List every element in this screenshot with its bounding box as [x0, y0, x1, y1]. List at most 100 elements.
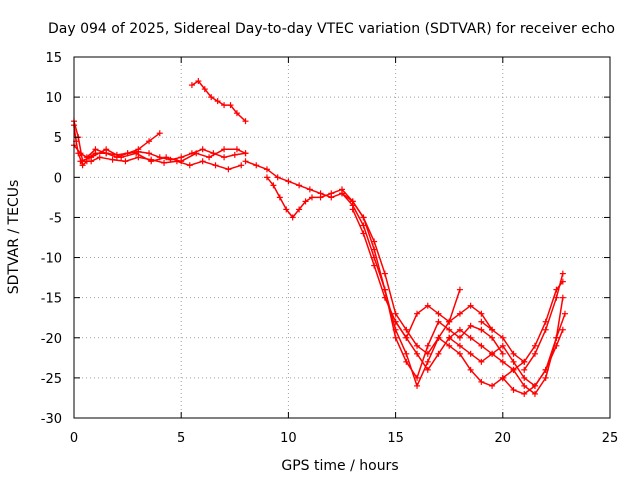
data-point: [489, 326, 496, 333]
data-point: [392, 334, 399, 341]
x-tick-label: 5: [177, 431, 185, 446]
y-axis-title: SDTVAR / TECUs: [6, 180, 22, 295]
data-point: [263, 166, 270, 173]
grid-lines: [74, 57, 610, 418]
data-point: [467, 322, 474, 329]
data-point: [221, 146, 228, 153]
data-point: [456, 286, 463, 293]
data-point: [456, 334, 463, 341]
data-point: [467, 350, 474, 357]
data-point: [510, 350, 517, 357]
data-point: [199, 158, 206, 165]
data-point: [263, 174, 270, 181]
y-tick-label: -5: [49, 211, 62, 226]
data-point: [360, 222, 367, 229]
data-point: [446, 334, 453, 341]
data-point: [360, 230, 367, 237]
data-point: [212, 162, 219, 169]
data-point: [238, 162, 245, 169]
data-point: [456, 342, 463, 349]
data-point: [208, 94, 215, 101]
data-point: [478, 318, 485, 325]
series-line-trace-6: [244, 160, 461, 355]
data-point: [446, 326, 453, 333]
series-line-trace-12: [480, 280, 564, 363]
data-point: [446, 318, 453, 325]
chart-title: Day 094 of 2025, Sidereal Day-to-day VTE…: [48, 21, 615, 37]
y-tick-label: -30: [41, 412, 62, 427]
data-point: [403, 326, 410, 333]
data-point: [75, 150, 82, 157]
data-point: [424, 302, 431, 309]
data-point: [328, 190, 335, 197]
data-point: [542, 374, 549, 381]
series-line-trace-7: [266, 176, 504, 379]
data-point: [276, 194, 283, 201]
data-point: [456, 310, 463, 317]
data-point: [478, 342, 485, 349]
data-point: [296, 182, 303, 189]
data-point: [489, 382, 496, 389]
data-point: [201, 86, 208, 93]
data-point: [289, 214, 296, 221]
data-point: [499, 358, 506, 365]
data-point: [221, 154, 228, 161]
y-tick-label: -20: [41, 332, 62, 347]
tick-labels: 0 5 10 15 20 25 -30 -25 -20 -15 -10 -5 0 5 10 15: [41, 51, 619, 446]
data-point: [253, 162, 260, 169]
data-point: [392, 318, 399, 325]
y-tick-label: 0: [54, 171, 62, 186]
data-point: [77, 158, 84, 165]
data-point: [531, 342, 538, 349]
data-point: [561, 310, 568, 317]
x-tick-label: 25: [602, 431, 619, 446]
data-point: [186, 162, 193, 169]
x-tick-label: 10: [280, 431, 297, 446]
data-point: [489, 334, 496, 341]
data-point: [302, 198, 309, 205]
data-point: [360, 214, 367, 221]
data-point: [424, 342, 431, 349]
data-point: [553, 294, 560, 301]
data-point: [285, 178, 292, 185]
data-point: [103, 146, 110, 153]
data-point: [559, 270, 566, 277]
data-point: [403, 334, 410, 341]
data-point: [274, 174, 281, 181]
data-point: [478, 378, 485, 385]
data-point: [478, 310, 485, 317]
data-point: [531, 350, 538, 357]
data-point: [456, 350, 463, 357]
data-point: [414, 382, 421, 389]
data-point: [499, 334, 506, 341]
data-point: [478, 358, 485, 365]
data-point: [214, 98, 221, 105]
data-point: [456, 326, 463, 333]
data-point: [88, 154, 95, 161]
data-point: [221, 102, 228, 109]
data-point: [308, 194, 315, 201]
data-point: [403, 350, 410, 357]
plot-frame: [73, 56, 611, 419]
data-point: [435, 310, 442, 317]
data-point: [414, 310, 421, 317]
data-point: [188, 82, 195, 89]
data-point: [79, 162, 86, 169]
data-point: [148, 158, 155, 165]
y-tick-label: -15: [41, 292, 62, 307]
data-point: [510, 358, 517, 365]
data-point: [521, 374, 528, 381]
y-tick-label: 10: [45, 91, 62, 106]
data-point: [306, 186, 313, 193]
series-line-trace-3: [73, 124, 242, 171]
data-point: [133, 150, 140, 157]
data-point: [92, 146, 99, 153]
data-point: [531, 382, 538, 389]
data-point: [118, 154, 125, 161]
data-point: [435, 334, 442, 341]
data-point: [242, 150, 249, 157]
data-point: [435, 318, 442, 325]
data-point: [233, 110, 240, 117]
y-tick-label: 15: [45, 51, 62, 66]
data-point: [242, 118, 249, 125]
